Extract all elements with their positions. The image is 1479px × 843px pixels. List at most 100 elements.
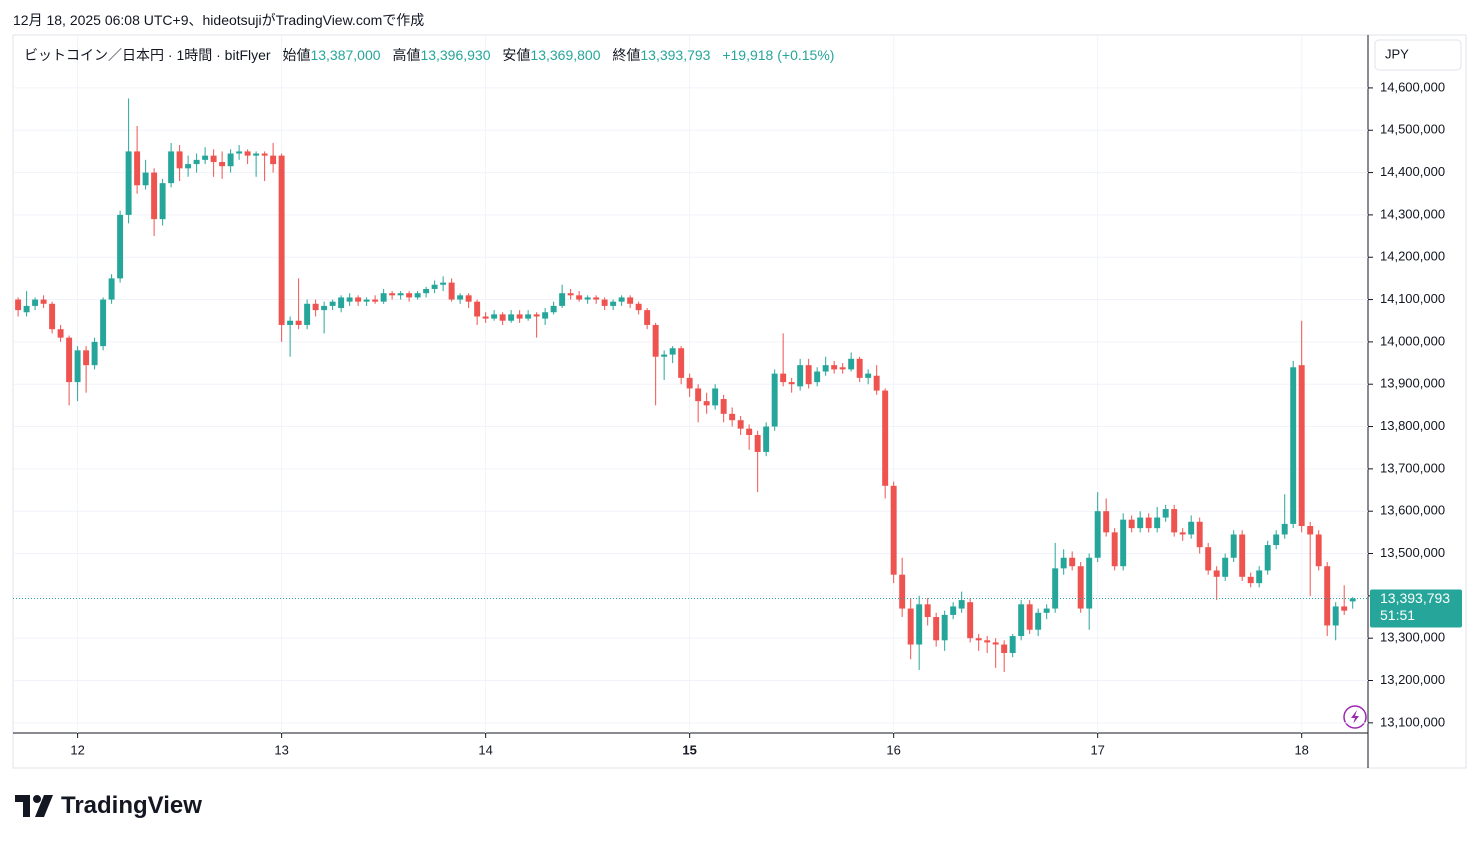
- candle-body: [797, 365, 804, 387]
- close-label: 終値: [612, 47, 641, 63]
- y-tick-label: 13,800,000: [1380, 418, 1445, 433]
- candle-body: [1179, 532, 1186, 535]
- candle-body: [15, 299, 22, 311]
- candle-body: [431, 284, 438, 289]
- candle-body: [950, 606, 957, 615]
- candle-body: [1060, 557, 1067, 569]
- price-tag: [1370, 589, 1462, 628]
- x-tick-label: 18: [1294, 742, 1308, 757]
- candle-body: [550, 305, 557, 313]
- candle-body: [746, 428, 753, 436]
- candle-body: [1052, 568, 1059, 609]
- candle-body: [389, 293, 396, 296]
- candle-body: [763, 426, 770, 452]
- candle-body: [1103, 511, 1110, 533]
- candle-body: [338, 297, 345, 309]
- candle-body: [236, 151, 243, 154]
- y-tick-label: 14,200,000: [1380, 249, 1445, 264]
- candle-body: [1137, 517, 1144, 529]
- candle-body: [1035, 612, 1042, 630]
- candle-body: [363, 299, 370, 302]
- y-tick-label: 13,500,000: [1380, 545, 1445, 560]
- candle-body: [559, 293, 566, 306]
- candle-body: [754, 435, 761, 452]
- candle-body: [465, 295, 472, 302]
- candle-body: [1349, 598, 1356, 602]
- y-tick-label: 13,300,000: [1380, 630, 1445, 645]
- candle-body: [644, 310, 651, 325]
- footer: TradingView: [15, 792, 202, 820]
- candle-body: [661, 354, 668, 357]
- candle-body: [1077, 566, 1084, 609]
- candle-body: [1324, 566, 1331, 626]
- candle-body: [278, 155, 285, 325]
- y-tick-label: 13,900,000: [1380, 376, 1445, 391]
- candle-body: [984, 640, 991, 643]
- candle-body: [1239, 534, 1246, 577]
- candle-body: [1188, 521, 1195, 535]
- y-tick-label: 14,300,000: [1380, 206, 1445, 221]
- x-tick-label: 12: [70, 742, 84, 757]
- candle-body: [491, 314, 498, 319]
- candle-body: [125, 151, 132, 215]
- candle-body: [1162, 509, 1169, 518]
- candle-body: [1256, 570, 1263, 584]
- candle-body: [1018, 604, 1025, 637]
- candle-body: [508, 314, 515, 321]
- candle-body: [1043, 608, 1050, 613]
- candle-body: [66, 337, 73, 383]
- open-value: 13,387,000: [310, 47, 381, 63]
- candle-body: [516, 314, 523, 319]
- candle-body: [227, 153, 234, 167]
- candle-body: [193, 159, 200, 165]
- candle-body: [1315, 534, 1322, 567]
- candle-body: [329, 301, 336, 306]
- candle-body: [1145, 517, 1152, 529]
- candle-body: [882, 390, 889, 486]
- candle-body: [941, 614, 948, 641]
- brand: TradingView: [61, 792, 202, 819]
- y-tick-label: 14,600,000: [1380, 79, 1445, 94]
- candle-body: [83, 350, 90, 366]
- x-tick-label: 13: [274, 742, 288, 757]
- low-label: 安値: [502, 47, 531, 63]
- y-tick-label: 14,000,000: [1380, 333, 1445, 348]
- candle-body: [695, 388, 702, 402]
- candle-body: [967, 602, 974, 639]
- candle-body: [771, 373, 778, 427]
- symbol: ビットコイン／日本円 · 1時間 · bitFlyer: [24, 47, 271, 63]
- candle-body: [576, 295, 583, 300]
- candle-body: [856, 358, 863, 378]
- candle-body: [1222, 557, 1229, 577]
- candle-body: [712, 388, 719, 406]
- high-value: 13,396,930: [420, 47, 491, 63]
- price-tag-countdown: 51:51: [1380, 607, 1415, 623]
- candle-body: [729, 413, 736, 421]
- candle-body: [1154, 517, 1161, 529]
- candle-body: [100, 299, 107, 347]
- candle-body: [890, 485, 897, 575]
- low-value: 13,369,800: [530, 47, 601, 63]
- x-tick-label: 17: [1090, 742, 1104, 757]
- candle-body: [992, 642, 999, 645]
- currency: JPY: [1385, 46, 1409, 61]
- candle-body: [185, 164, 192, 169]
- candle-body: [1213, 570, 1220, 577]
- candle-body: [686, 377, 693, 389]
- candle-body: [1120, 519, 1127, 567]
- high-label: 高値: [392, 47, 421, 63]
- currency-box[interactable]: [1374, 39, 1462, 71]
- candle-body: [533, 314, 540, 317]
- candle-body: [1196, 521, 1203, 548]
- candle-body: [1205, 547, 1212, 571]
- candle-body: [202, 155, 209, 160]
- candle-body: [287, 320, 294, 325]
- candle-body: [873, 375, 880, 391]
- candle-body: [601, 299, 608, 306]
- candle-body: [780, 373, 787, 383]
- candle-body: [703, 401, 710, 406]
- candle-body: [397, 293, 404, 296]
- candle-body: [610, 301, 617, 306]
- candle-body: [40, 299, 47, 304]
